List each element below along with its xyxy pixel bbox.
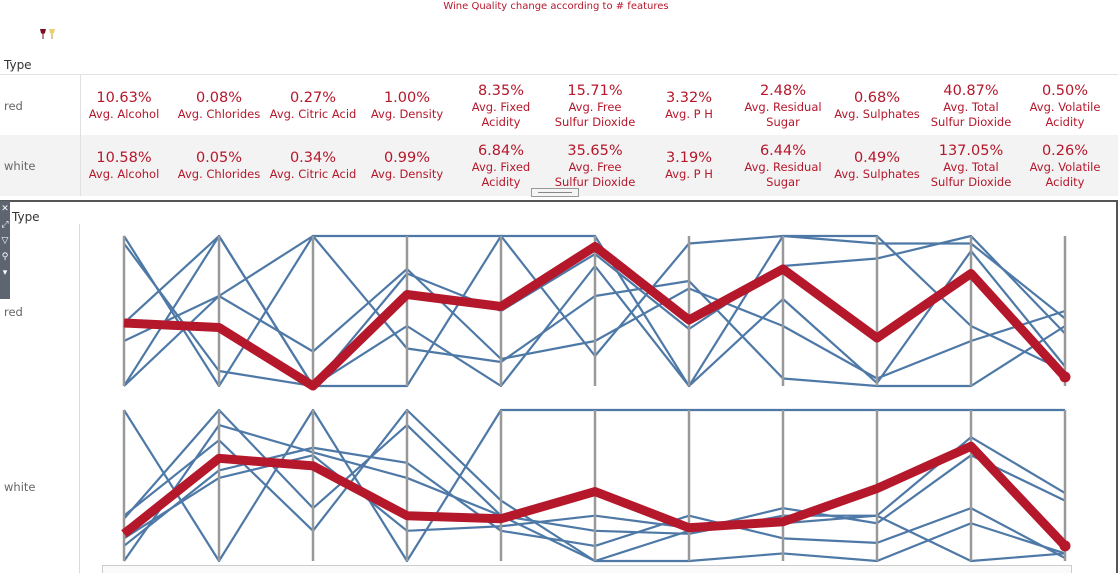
close-icon[interactable]: ✕ xyxy=(1,204,9,214)
chart-type-header: Type xyxy=(12,210,40,224)
highlight-line-white xyxy=(121,441,1069,549)
metric-label: Avg. Density xyxy=(370,107,444,121)
metric-cell: 35.65% Avg. Free Sulfur Dioxide xyxy=(548,135,642,196)
expand-icon[interactable]: ⤢ xyxy=(1,220,9,230)
metric-value: 10.63% xyxy=(96,90,152,106)
metric-cell: 6.84% Avg. Fixed Acidity xyxy=(454,135,548,196)
metric-label: Avg. Total Sulfur Dioxide xyxy=(930,99,1012,129)
metric-label: Avg. Citric Acid xyxy=(269,167,357,181)
metric-cell: 137.05% Avg. Total Sulfur Dioxide xyxy=(924,135,1018,196)
metric-cell: 0.68% Avg. Sulphates xyxy=(830,75,924,136)
metric-cell: 10.63% Avg. Alcohol xyxy=(77,75,171,136)
metric-label: Avg. Chlorides xyxy=(177,167,261,181)
type-column-header: Type xyxy=(4,58,32,72)
metric-cell: 0.26% Avg. Volatile Acidity xyxy=(1018,135,1112,196)
metric-cell: 6.44% Avg. Residual Sugar xyxy=(736,135,830,196)
metric-cell: 0.34% Avg. Citric Acid xyxy=(266,135,360,196)
highlight-endpoint-red xyxy=(1059,371,1071,383)
metric-label: Avg. P H xyxy=(665,107,713,121)
metric-label: Avg. P H xyxy=(665,167,713,181)
metric-value: 0.49% xyxy=(853,150,901,166)
metric-cell: 0.27% Avg. Citric Acid xyxy=(266,75,360,136)
metric-label: Avg. Free Sulfur Dioxide xyxy=(554,99,636,129)
metric-label: Avg. Fixed Acidity xyxy=(471,99,531,129)
metric-value: 10.58% xyxy=(96,150,152,166)
metric-cell: 10.58% Avg. Alcohol xyxy=(77,135,171,196)
metric-label: Avg. Chlorides xyxy=(177,107,261,121)
metric-label: Avg. Residual Sugar xyxy=(744,99,822,129)
chart-container xyxy=(0,200,1118,573)
pane-label-red: red xyxy=(4,305,23,319)
resize-handle[interactable] xyxy=(531,188,579,197)
metric-cell: 3.19% Avg. P H xyxy=(642,135,736,196)
metric-label: Avg. Alcohol xyxy=(88,167,160,181)
pin-icon[interactable]: ⚲ xyxy=(1,252,9,262)
metric-value: 0.05% xyxy=(195,150,243,166)
floating-toolbar: ✕ ⤢ ▽ ⚲ ▾ xyxy=(0,201,10,299)
more-icon[interactable]: ▾ xyxy=(2,268,8,278)
metric-value: 1.00% xyxy=(383,90,431,106)
metric-cell: 1.00% Avg. Density xyxy=(360,75,454,136)
highlight-endpoint-white xyxy=(1059,540,1071,552)
table-row: white 10.58% Avg. Alcohol 0.05% Avg. Chlori… xyxy=(0,135,1118,196)
metric-cell: 0.49% Avg. Sulphates xyxy=(830,135,924,196)
metric-value: 0.34% xyxy=(289,150,337,166)
metric-cell: 40.87% Avg. Total Sulfur Dioxide xyxy=(924,75,1018,136)
metric-label: Avg. Sulphates xyxy=(834,107,920,121)
filter-icon[interactable]: ▽ xyxy=(1,236,9,246)
metric-label: Avg. Sulphates xyxy=(834,167,920,181)
horizontal-scrollbar[interactable] xyxy=(102,565,1072,573)
metric-label: Avg. Alcohol xyxy=(88,107,160,121)
metric-label: Avg. Volatile Acidity xyxy=(1029,99,1101,129)
table-row: red 10.63% Avg. Alcohol 0.08% Avg. Chloride… xyxy=(0,74,1118,136)
metric-cell: 0.50% Avg. Volatile Acidity xyxy=(1018,75,1112,136)
metric-value: 6.84% xyxy=(477,142,525,159)
metric-value: 3.32% xyxy=(665,90,713,106)
highlight-line-red xyxy=(123,242,1069,391)
metric-value: 0.27% xyxy=(289,90,337,106)
metric-cell: 0.05% Avg. Chlorides xyxy=(172,135,266,196)
metric-label: Avg. Residual Sugar xyxy=(744,159,822,189)
metric-value: 15.71% xyxy=(567,82,623,99)
metric-value: 35.65% xyxy=(567,142,623,159)
metric-label: Avg. Density xyxy=(370,167,444,181)
metric-value: 6.44% xyxy=(759,142,807,159)
metric-label: Avg. Fixed Acidity xyxy=(471,159,531,189)
metric-cell: 8.35% Avg. Fixed Acidity xyxy=(454,75,548,136)
row-label-white: white xyxy=(4,159,36,173)
metric-value: 0.26% xyxy=(1041,142,1089,159)
metric-value: 40.87% xyxy=(943,82,999,99)
metric-value: 8.35% xyxy=(477,82,525,99)
metric-value: 0.08% xyxy=(195,90,243,106)
metric-value: 2.48% xyxy=(759,82,807,99)
metric-value: 0.50% xyxy=(1041,82,1089,99)
dashboard-title: Wine Quality change according to # featu… xyxy=(443,1,669,12)
metric-label: Avg. Volatile Acidity xyxy=(1029,159,1101,189)
metric-value: 0.99% xyxy=(383,150,431,166)
metric-value: 3.19% xyxy=(665,150,713,166)
metric-cell: 3.32% Avg. P H xyxy=(642,75,736,136)
row-label-red: red xyxy=(4,99,23,113)
metric-cell: 0.99% Avg. Density xyxy=(360,135,454,196)
metric-value: 0.68% xyxy=(853,90,901,106)
metric-cell: 0.08% Avg. Chlorides xyxy=(172,75,266,136)
metric-label: Avg. Free Sulfur Dioxide xyxy=(554,159,636,189)
metric-label: Avg. Citric Acid xyxy=(269,107,357,121)
metric-cell: 15.71% Avg. Free Sulfur Dioxide xyxy=(548,75,642,136)
metric-label: Avg. Total Sulfur Dioxide xyxy=(930,159,1012,189)
wine-glasses-icon xyxy=(38,27,58,41)
metric-cell: 2.48% Avg. Residual Sugar xyxy=(736,75,830,136)
metric-value: 137.05% xyxy=(938,142,1004,159)
pane-label-white: white xyxy=(4,480,36,494)
